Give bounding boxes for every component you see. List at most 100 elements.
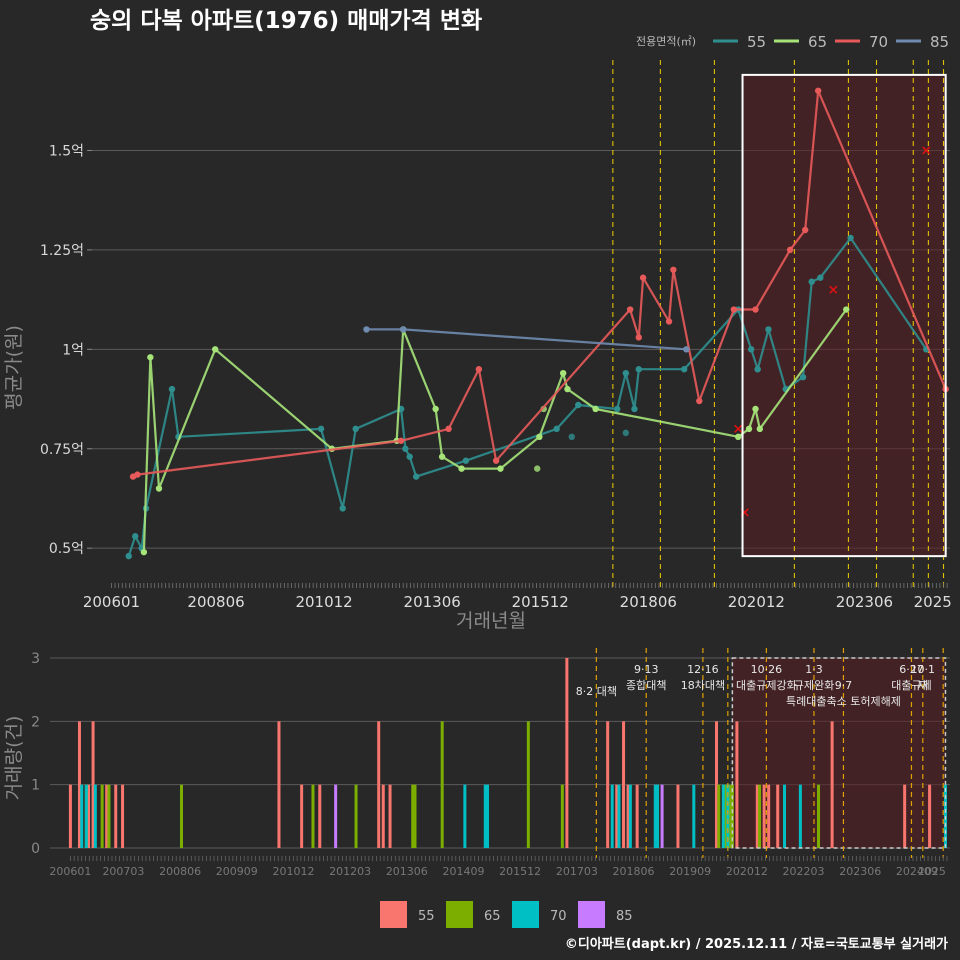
bar-55: [767, 784, 771, 848]
bar-55: [318, 784, 322, 848]
policy-annotation: 특례대출축소 토허제해제: [786, 694, 901, 708]
bar-70: [692, 784, 696, 848]
point-55: [799, 373, 807, 381]
bar-y-tick-label: 1: [31, 778, 40, 794]
policy-annotation: 대출규제: [891, 679, 931, 692]
bar-55: [830, 721, 834, 848]
point-65: [534, 465, 541, 472]
bar-x-tick-label: 201909: [669, 865, 711, 878]
bar-x-tick-label: 201409: [443, 865, 485, 878]
bar-65: [440, 721, 444, 848]
bar-x-tick-label: 202203: [783, 865, 825, 878]
point-55: [168, 385, 176, 393]
point-70: [786, 246, 794, 254]
point-70: [626, 306, 634, 313]
point-55: [339, 505, 346, 512]
point-65: [155, 485, 163, 492]
bar-legend-swatch-55: [380, 901, 407, 928]
bar-65: [179, 784, 183, 848]
bar-legend-label-65: 65: [484, 909, 501, 924]
point-65: [559, 369, 567, 377]
policy-annotation: 10·1: [911, 663, 936, 676]
bar-70: [726, 784, 730, 848]
bar-70: [463, 784, 467, 848]
bar-y-axis-title: 거래량(건): [3, 716, 25, 801]
bar-55: [626, 784, 630, 848]
bar-70: [721, 784, 725, 848]
series-line-70: [132, 89, 947, 478]
point-55: [402, 445, 409, 452]
bar-55: [77, 721, 81, 848]
bar-70: [486, 784, 490, 848]
bar-x-tick-label: 2025: [918, 865, 946, 878]
point-55: [847, 234, 854, 242]
point-55: [765, 326, 772, 333]
bar-x-tick-label: 202012: [726, 865, 768, 878]
point-55: [622, 369, 630, 377]
point-70: [814, 87, 822, 94]
point-85: [683, 346, 690, 353]
point-65: [564, 385, 571, 393]
point-55: [317, 425, 325, 433]
point-65: [497, 465, 504, 472]
point-70: [475, 366, 483, 373]
bar-55: [714, 721, 718, 848]
bar-55: [606, 721, 610, 848]
point-55: [132, 533, 139, 540]
y-tick-label: 1억: [62, 342, 84, 358]
point-55: [631, 405, 638, 413]
bar-70: [483, 784, 487, 848]
legend-label-65: 65: [808, 33, 827, 51]
y-tick-label: 1.5억: [49, 143, 84, 159]
point-70: [639, 274, 647, 281]
point-55: [622, 429, 630, 437]
point-65: [592, 405, 599, 413]
bar-55: [377, 721, 381, 848]
bar-65: [817, 784, 821, 848]
bar-y-tick-label: 0: [31, 841, 40, 857]
bar-x-tick-label: 200703: [102, 865, 144, 878]
bar-x-tick-label: 201203: [329, 865, 371, 878]
point-55: [553, 425, 560, 433]
point-85: [363, 326, 370, 333]
bar-legend-label-55: 55: [418, 909, 435, 924]
bar-x-tick-label: 200909: [216, 865, 258, 878]
point-55: [808, 278, 815, 285]
bar-55: [388, 784, 392, 848]
bar-55: [91, 721, 95, 848]
policy-annotation: 대출규제강화: [736, 679, 797, 692]
x-marker: [734, 424, 743, 433]
bar-x-tick-label: 201306: [386, 865, 428, 878]
bar-y-tick-label: 3: [31, 651, 40, 667]
legend-label-70: 70: [869, 33, 888, 51]
bar-65: [724, 784, 728, 848]
legend-label-55: 55: [747, 33, 766, 51]
highlight-region: [742, 74, 946, 557]
bar-70: [610, 784, 614, 848]
policy-annotation: 규제완화: [794, 679, 834, 692]
point-65: [147, 354, 154, 361]
policy-annotation: 12·16: [687, 663, 719, 676]
point-70: [635, 334, 642, 341]
bar-55: [762, 784, 766, 848]
point-65: [752, 405, 759, 413]
point-65: [843, 306, 850, 313]
point-65: [735, 433, 742, 441]
bar-70: [628, 784, 632, 848]
point-55: [406, 453, 413, 460]
x-tick-label: 201512: [512, 593, 569, 611]
bar-65: [411, 784, 415, 848]
x-marker: [829, 285, 838, 294]
bar-65: [758, 784, 762, 848]
x-tick-label: 200806: [187, 593, 244, 611]
x-tick-label: 200601: [83, 593, 140, 611]
bar-y-tick-label: 2: [31, 714, 40, 730]
point-55: [568, 433, 575, 441]
x-tick-label: 2025: [914, 593, 952, 611]
point-55: [613, 405, 621, 413]
policy-annotation: 재: [918, 679, 928, 692]
bar-highlight-box: [731, 657, 947, 849]
bar-65: [728, 784, 732, 848]
legend-title: 전용면적(㎡): [636, 35, 696, 48]
